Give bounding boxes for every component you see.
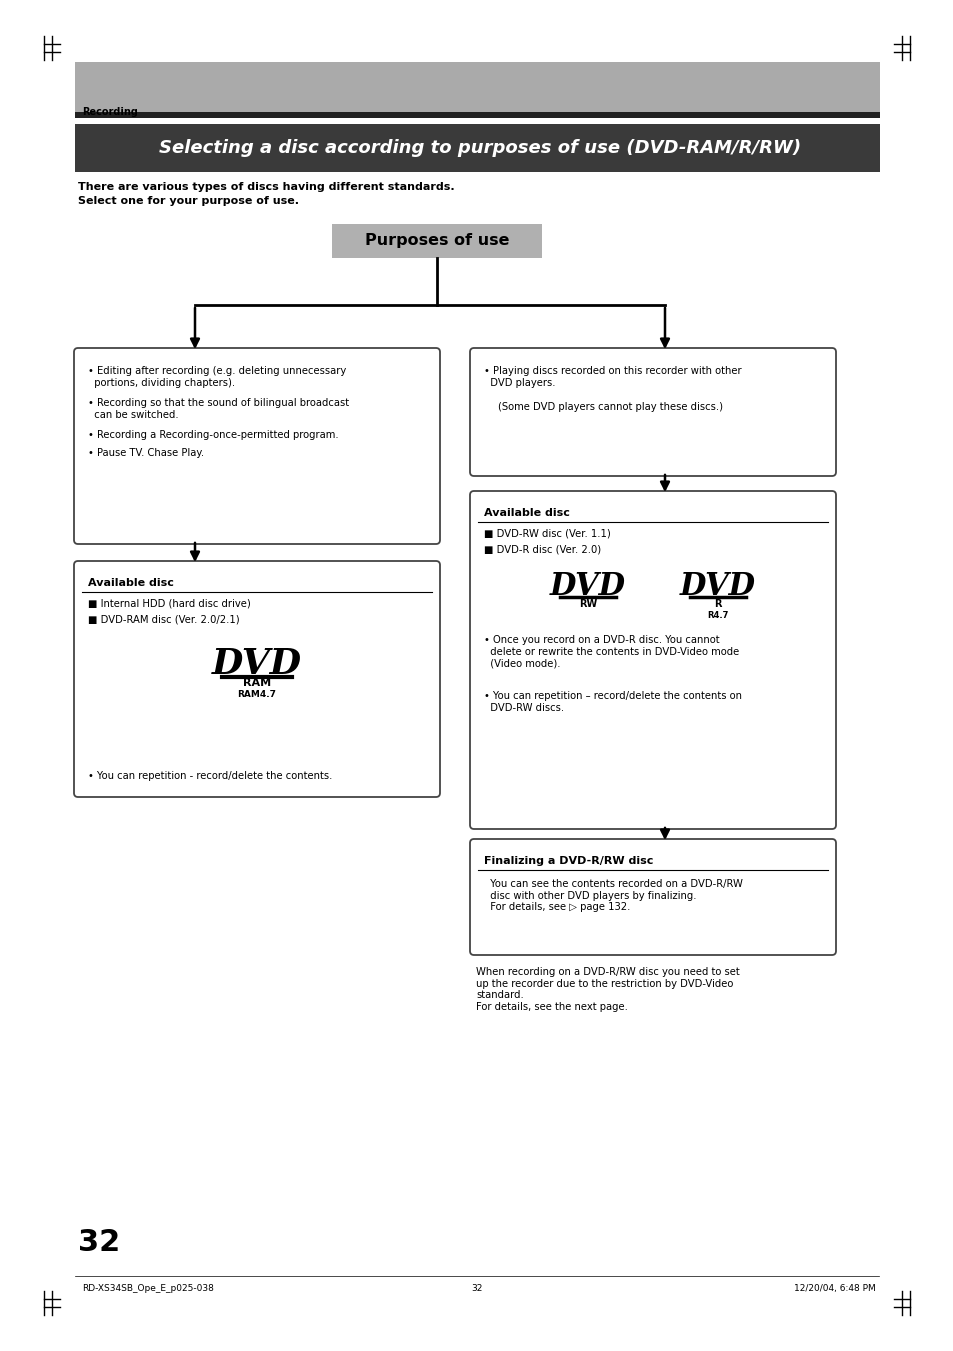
Text: Purposes of use: Purposes of use	[364, 234, 509, 249]
Text: ■ Internal HDD (hard disc drive): ■ Internal HDD (hard disc drive)	[88, 598, 251, 609]
FancyBboxPatch shape	[470, 349, 835, 476]
Text: RAM: RAM	[243, 678, 271, 688]
Bar	[75, 112, 879, 118]
Text: • Editing after recording (e.g. deleting unnecessary
  portions, dividing chapte: • Editing after recording (e.g. deleting…	[88, 366, 346, 388]
Text: Recording: Recording	[82, 107, 138, 118]
FancyBboxPatch shape	[470, 839, 835, 955]
Text: ■ DVD-RW disc (Ver. 1.1): ■ DVD-RW disc (Ver. 1.1)	[483, 530, 610, 539]
Text: RD-XS34SB_Ope_E_p025-038: RD-XS34SB_Ope_E_p025-038	[82, 1283, 213, 1293]
Text: Selecting a disc according to purposes of use (DVD-RAM/R/RW): Selecting a disc according to purposes o…	[159, 139, 801, 157]
Text: • Recording a Recording-once-permitted program.: • Recording a Recording-once-permitted p…	[88, 430, 338, 440]
FancyBboxPatch shape	[470, 490, 835, 830]
Text: R4.7: R4.7	[706, 611, 728, 620]
Text: • Recording so that the sound of bilingual broadcast
  can be switched.: • Recording so that the sound of bilingu…	[88, 399, 349, 420]
Text: 32: 32	[78, 1228, 120, 1256]
Text: ■ DVD-R disc (Ver. 2.0): ■ DVD-R disc (Ver. 2.0)	[483, 544, 600, 555]
Text: When recording on a DVD-R/RW disc you need to set
up the recorder due to the res: When recording on a DVD-R/RW disc you ne…	[476, 967, 739, 1012]
Text: RAM4.7: RAM4.7	[237, 690, 276, 698]
Text: Finalizing a DVD-R/RW disc: Finalizing a DVD-R/RW disc	[483, 857, 653, 866]
Text: RW: RW	[578, 598, 597, 609]
Bar	[75, 62, 879, 118]
Text: • You can repetition - record/delete the contents.: • You can repetition - record/delete the…	[88, 771, 332, 781]
Text: R: R	[714, 598, 721, 609]
Text: ■ DVD-RAM disc (Ver. 2.0/2.1): ■ DVD-RAM disc (Ver. 2.0/2.1)	[88, 615, 239, 626]
Text: Select one for your purpose of use.: Select one for your purpose of use.	[78, 196, 298, 205]
Text: • You can repetition – record/delete the contents on
  DVD-RW discs.: • You can repetition – record/delete the…	[483, 690, 741, 712]
Bar	[332, 224, 541, 258]
Text: DVD: DVD	[679, 571, 756, 603]
Text: DVD: DVD	[549, 571, 625, 603]
Text: • Once you record on a DVD-R disc. You cannot
  delete or rewrite the contents i: • Once you record on a DVD-R disc. You c…	[483, 635, 739, 669]
Text: DVD: DVD	[212, 647, 302, 681]
Text: Available disc: Available disc	[88, 578, 173, 588]
Text: • Playing discs recorded on this recorder with other
  DVD players.: • Playing discs recorded on this recorde…	[483, 366, 740, 388]
Text: There are various types of discs having different standards.: There are various types of discs having …	[78, 182, 455, 192]
Text: Available disc: Available disc	[483, 508, 569, 517]
Text: You can see the contents recorded on a DVD-R/RW
  disc with other DVD players by: You can see the contents recorded on a D…	[483, 880, 742, 912]
Text: • Pause TV. Chase Play.: • Pause TV. Chase Play.	[88, 449, 204, 458]
FancyBboxPatch shape	[74, 349, 439, 544]
Bar	[75, 124, 879, 172]
FancyBboxPatch shape	[74, 561, 439, 797]
Text: 32: 32	[471, 1283, 482, 1293]
Text: (Some DVD players cannot play these discs.): (Some DVD players cannot play these disc…	[497, 403, 722, 412]
Text: 12/20/04, 6:48 PM: 12/20/04, 6:48 PM	[794, 1283, 875, 1293]
